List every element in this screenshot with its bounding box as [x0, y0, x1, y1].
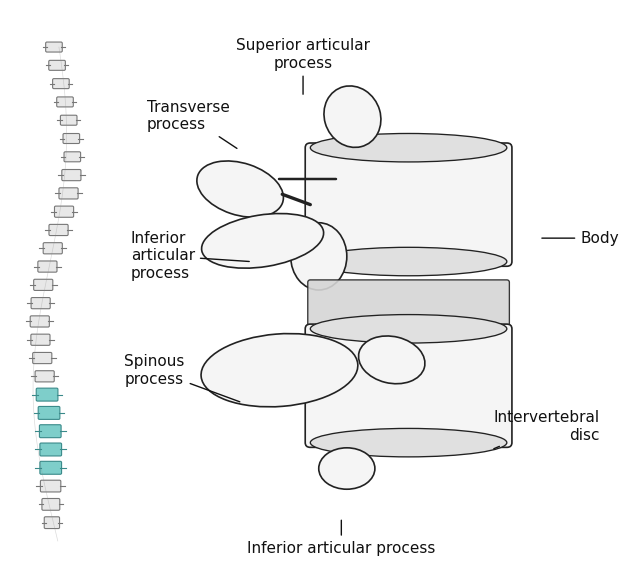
Text: Spinous
process: Spinous process [124, 354, 240, 402]
Ellipse shape [310, 248, 507, 276]
FancyBboxPatch shape [33, 352, 52, 363]
FancyBboxPatch shape [49, 225, 68, 236]
Text: Transverse
process: Transverse process [147, 100, 237, 148]
Ellipse shape [324, 86, 381, 148]
Ellipse shape [359, 336, 425, 384]
FancyBboxPatch shape [43, 243, 63, 254]
FancyBboxPatch shape [30, 316, 49, 327]
Text: Body: Body [542, 230, 619, 246]
FancyBboxPatch shape [40, 425, 61, 437]
Text: Inferior
articular
process: Inferior articular process [131, 231, 249, 280]
FancyBboxPatch shape [31, 298, 50, 309]
Ellipse shape [310, 429, 507, 457]
Ellipse shape [310, 133, 507, 162]
Text: Intervertebral
disc: Intervertebral disc [494, 410, 600, 449]
FancyBboxPatch shape [305, 143, 512, 266]
Ellipse shape [291, 223, 347, 290]
FancyBboxPatch shape [40, 462, 62, 475]
FancyBboxPatch shape [35, 371, 54, 382]
FancyBboxPatch shape [46, 42, 63, 52]
Ellipse shape [197, 161, 283, 217]
FancyBboxPatch shape [42, 499, 60, 510]
FancyBboxPatch shape [38, 261, 57, 272]
FancyBboxPatch shape [40, 480, 61, 492]
Ellipse shape [201, 333, 358, 407]
Text: Superior articular
process: Superior articular process [236, 38, 370, 94]
FancyBboxPatch shape [34, 279, 53, 290]
FancyBboxPatch shape [38, 406, 60, 419]
FancyBboxPatch shape [308, 280, 509, 326]
FancyBboxPatch shape [40, 443, 62, 456]
FancyBboxPatch shape [54, 206, 73, 218]
FancyBboxPatch shape [59, 188, 78, 199]
FancyBboxPatch shape [63, 133, 80, 143]
FancyBboxPatch shape [31, 334, 50, 345]
Text: Inferior articular process: Inferior articular process [247, 520, 436, 556]
FancyBboxPatch shape [57, 97, 73, 107]
FancyBboxPatch shape [52, 79, 69, 89]
Ellipse shape [310, 315, 507, 343]
FancyBboxPatch shape [62, 169, 81, 181]
Ellipse shape [319, 448, 375, 489]
FancyBboxPatch shape [64, 152, 80, 162]
FancyBboxPatch shape [48, 61, 65, 71]
FancyBboxPatch shape [305, 324, 512, 447]
FancyBboxPatch shape [44, 517, 59, 529]
FancyBboxPatch shape [61, 115, 77, 125]
Ellipse shape [202, 213, 323, 268]
FancyBboxPatch shape [36, 388, 58, 401]
